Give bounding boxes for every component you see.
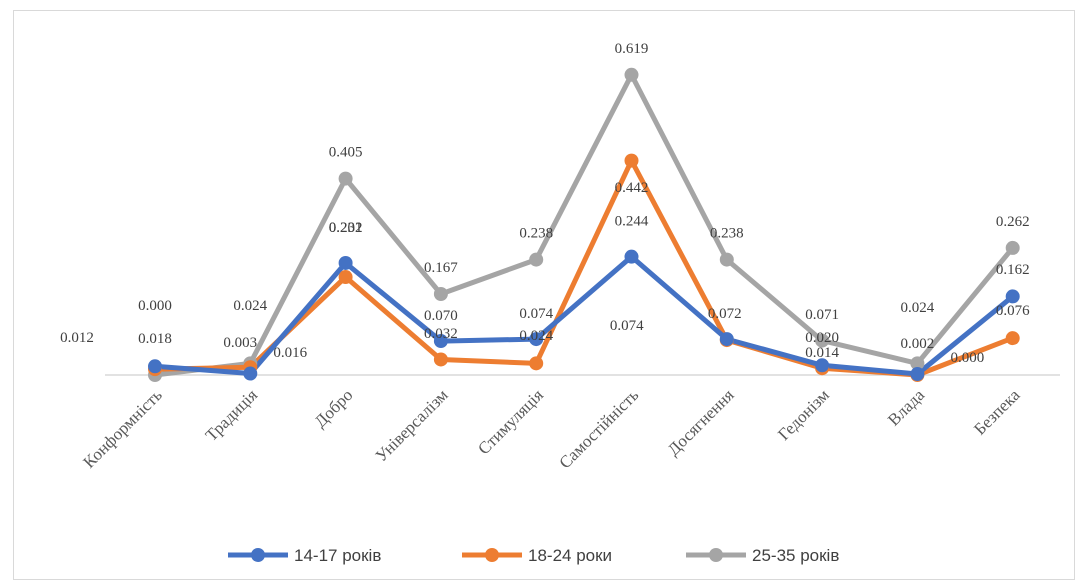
data-label: 0.244: [615, 214, 649, 230]
data-label: 0.032: [424, 326, 458, 342]
series-lines: [152, 72, 1016, 378]
data-label: 0.167: [424, 260, 458, 276]
data-label: 0.024: [901, 300, 935, 316]
data-label: 0.074: [519, 306, 553, 322]
legend-label: 25-35 років: [752, 546, 839, 565]
data-point: [910, 356, 925, 371]
data-label: 0.072: [708, 306, 742, 322]
data-label: 0.619: [615, 41, 649, 57]
series-line-0: [152, 254, 1016, 377]
legend-marker: [485, 548, 499, 562]
x-tick-label: Досягнення: [664, 385, 738, 459]
data-label: 0.405: [329, 145, 363, 161]
data-point: [815, 358, 830, 373]
data-point: [529, 356, 544, 371]
data-label: 0.076: [996, 303, 1030, 319]
data-label: 0.012: [60, 330, 94, 346]
data-point: [338, 255, 353, 270]
data-label: 0.016: [273, 345, 307, 361]
data-point: [1005, 289, 1020, 304]
data-point: [815, 333, 830, 348]
series-markers: [148, 67, 1020, 382]
data-point: [148, 359, 162, 374]
data-label: 0.003: [223, 335, 257, 351]
x-tick-label: Гедонізм: [774, 385, 833, 444]
data-label: 0.002: [901, 336, 935, 352]
legend: 14-17 років 18-24 роки 25-35 років: [228, 546, 839, 565]
data-label: 0.018: [138, 331, 172, 347]
data-label: 0.000: [138, 298, 172, 314]
data-point: [243, 366, 258, 381]
data-label: 0.020: [805, 330, 839, 346]
x-tick-label: Стимуляція: [474, 385, 547, 458]
x-tick-label: Традиція: [202, 385, 262, 445]
data-point: [1005, 331, 1020, 346]
data-point: [529, 332, 544, 347]
data-label: 0.202: [329, 220, 363, 236]
legend-label: 18-24 роки: [528, 546, 612, 565]
data-point: [338, 270, 353, 285]
legend-item-2: 25-35 років: [686, 546, 839, 565]
series-line-2: [152, 72, 1016, 378]
data-point: [433, 287, 448, 302]
data-label: 0.024: [519, 328, 553, 344]
x-tick-label: Добро: [311, 385, 357, 431]
data-point: [433, 334, 448, 349]
chart-frame: [13, 10, 1075, 580]
data-label: 0.071: [805, 307, 839, 323]
data-label: 0.442: [615, 180, 649, 196]
series-line-1: [152, 158, 1016, 378]
data-label: 0.262: [996, 214, 1030, 230]
data-label: 0.070: [424, 308, 458, 324]
legend-item-0: 14-17 років: [228, 546, 381, 565]
data-label: 0.238: [710, 226, 744, 242]
data-label: 0.238: [519, 226, 553, 242]
data-label: 0.000: [951, 350, 985, 366]
data-point: [910, 367, 925, 382]
data-point: [624, 67, 639, 82]
x-tick-label: Універсалізм: [372, 385, 452, 465]
x-tick-label: Влада: [884, 385, 929, 430]
x-tick-labels: Конформність Традиція Добро Універсалізм Сти…: [79, 385, 1023, 472]
data-point: [719, 252, 734, 267]
legend-marker: [709, 548, 723, 562]
data-labels: 0.018 0.003 0.231 0.070 0.074 0.244 0.074 0.020…: [60, 41, 1030, 366]
data-point: [624, 153, 639, 168]
x-tick-label: Самостійність: [555, 385, 642, 472]
data-label: 0.074: [610, 318, 644, 334]
x-tick-label: Конформність: [79, 385, 166, 472]
data-label: 0.024: [233, 298, 267, 314]
legend-marker: [251, 548, 265, 562]
x-tick-label: Безпека: [970, 385, 1024, 439]
data-point: [338, 171, 353, 186]
data-point: [719, 332, 734, 347]
data-point: [433, 352, 448, 367]
data-point: [529, 252, 544, 267]
legend-label: 14-17 років: [294, 546, 381, 565]
data-point: [624, 249, 639, 264]
data-label: 0.162: [996, 262, 1030, 278]
data-point: [1005, 240, 1020, 255]
legend-item-1: 18-24 роки: [462, 546, 612, 565]
data-label: 0.231: [329, 220, 363, 236]
data-label: 0.014: [805, 345, 839, 361]
